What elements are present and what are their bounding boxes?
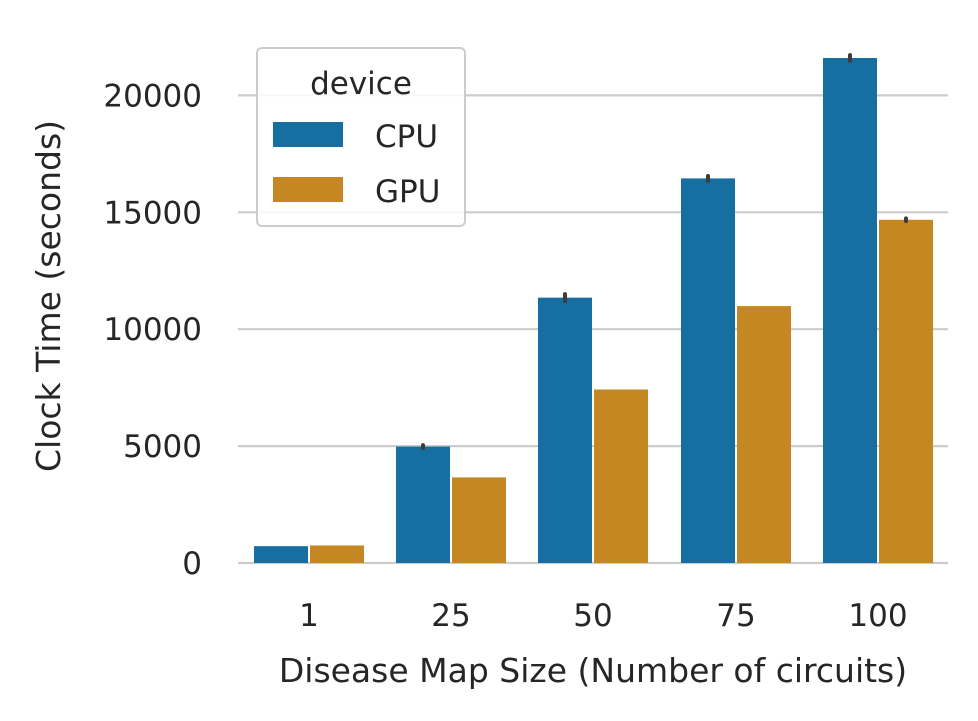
x-tick-label-1: 1 — [299, 598, 319, 634]
bar-cpu-1 — [254, 546, 308, 563]
legend-label-gpu: GPU — [375, 174, 440, 210]
bar-cpu-50 — [538, 297, 592, 563]
bar-gpu-1 — [310, 545, 364, 563]
x-tick-label-100: 100 — [848, 598, 907, 634]
y-tick-label-15000: 15000 — [103, 195, 202, 231]
bar-cpu-75 — [681, 178, 735, 564]
bars — [254, 57, 933, 564]
x-tick-label-25: 25 — [431, 598, 470, 634]
bar-gpu-75 — [737, 306, 791, 563]
x-tick-label-75: 75 — [716, 598, 755, 634]
y-axis-label: Clock Time (seconds) — [29, 120, 68, 472]
y-tick-label-20000: 20000 — [103, 78, 202, 114]
bar-gpu-50 — [594, 389, 648, 563]
y-axis-ticks: 0 5000 10000 15000 20000 — [103, 78, 202, 582]
error-bars — [421, 53, 908, 450]
legend-label-cpu: CPU — [375, 119, 438, 155]
y-tick-label-5000: 5000 — [123, 429, 202, 465]
bar-gpu-25 — [452, 477, 506, 563]
legend-swatch-gpu — [273, 177, 343, 202]
bar-cpu-25 — [396, 446, 450, 563]
bar-gpu-100 — [879, 219, 933, 563]
legend: device CPU GPU — [256, 47, 466, 227]
x-axis-ticks: 1 25 50 75 100 — [299, 598, 907, 634]
x-tick-label-50: 50 — [573, 598, 612, 634]
bar-cpu-100 — [823, 57, 877, 563]
x-axis-label: Disease Map Size (Number of circuits) — [279, 651, 907, 690]
y-tick-label-10000: 10000 — [103, 312, 202, 348]
legend-swatch-cpu — [273, 122, 343, 147]
legend-title: device — [310, 66, 412, 102]
y-tick-label-0: 0 — [182, 546, 202, 582]
